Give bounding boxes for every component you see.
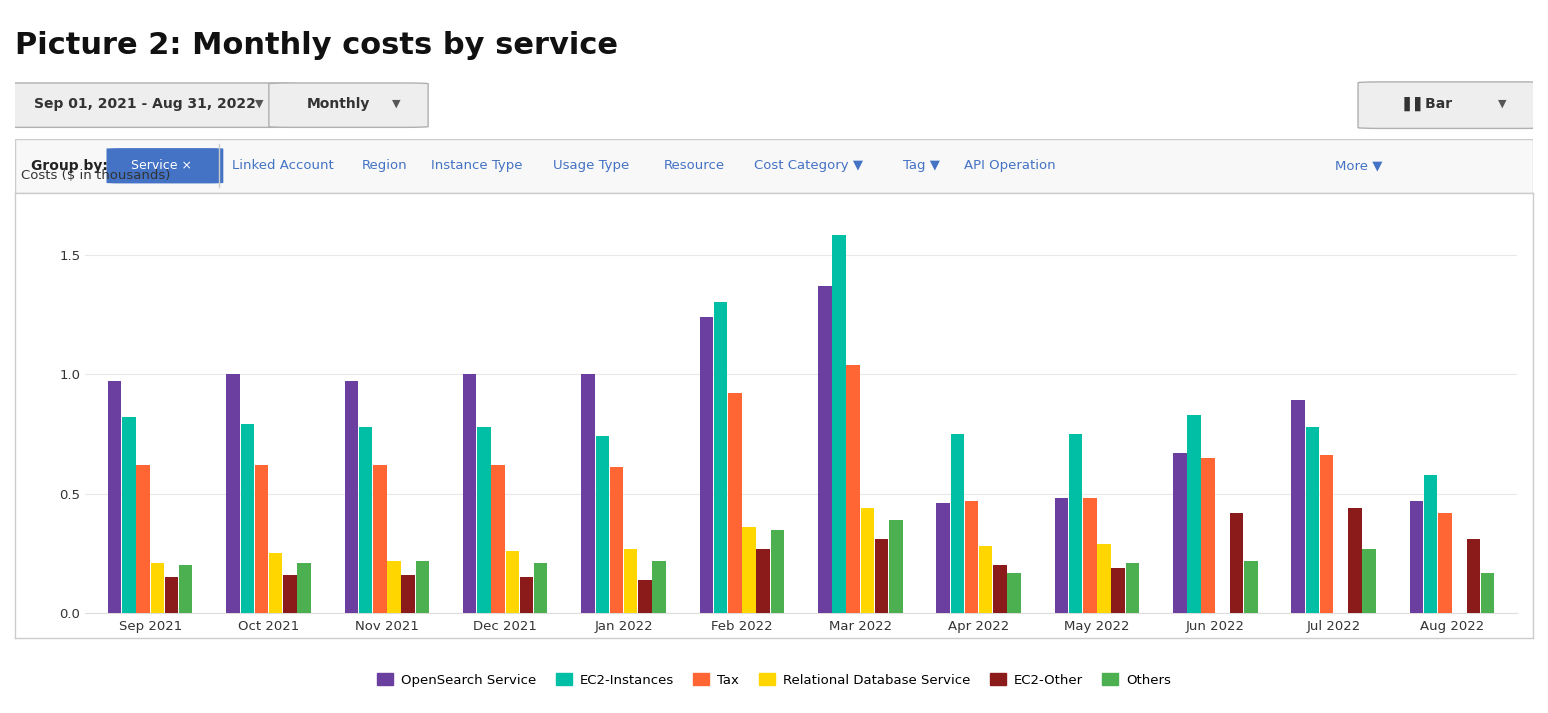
Bar [297,563,311,613]
Bar [847,364,859,613]
Bar [700,317,714,613]
Bar [728,394,741,613]
Bar [950,434,964,613]
Text: ▼: ▼ [392,99,401,109]
Bar [937,503,950,613]
Bar [240,424,254,613]
Bar [889,520,902,613]
Text: Usage Type: Usage Type [553,159,628,173]
Bar [1125,563,1139,613]
Bar [817,286,831,613]
Bar [638,580,652,613]
Bar [1305,426,1319,613]
Text: Monthly: Monthly [307,97,370,111]
Bar [136,465,150,613]
Text: Resource: Resource [663,159,724,173]
Text: Service ×: Service × [130,159,192,173]
Bar [771,530,785,613]
Bar [180,565,192,613]
Bar [714,302,728,613]
Bar [743,527,755,613]
Bar [994,565,1006,613]
Bar [1424,475,1438,613]
Text: Instance Type: Instance Type [432,159,523,173]
Bar [345,381,358,613]
Bar [1111,568,1125,613]
Bar [534,563,548,613]
Bar [1466,539,1480,613]
Bar [1481,573,1494,613]
Bar [359,426,373,613]
Bar [610,467,624,613]
Bar [108,381,121,613]
Bar [463,374,477,613]
FancyBboxPatch shape [15,139,1533,193]
Bar [1410,501,1423,613]
Bar [1362,548,1376,613]
Bar [269,553,282,613]
Bar [164,578,178,613]
Text: Cost Category ▼: Cost Category ▼ [754,159,864,173]
Bar [875,539,889,613]
Bar [1098,544,1111,613]
Bar [520,578,534,613]
Bar [477,426,491,613]
Bar [1054,498,1068,613]
FancyBboxPatch shape [1358,82,1543,128]
Bar [401,575,415,613]
Text: Picture 2: Monthly costs by service: Picture 2: Monthly costs by service [15,31,619,61]
Bar [861,508,875,613]
Bar [1348,508,1362,613]
Text: Sep 01, 2021 - Aug 31, 2022: Sep 01, 2021 - Aug 31, 2022 [34,97,255,111]
Bar [582,374,594,613]
Bar [1173,453,1186,613]
FancyBboxPatch shape [269,83,429,128]
Bar [1291,401,1305,613]
Text: ▼: ▼ [1497,99,1506,109]
Text: ▼: ▼ [255,99,263,109]
Bar [387,560,401,613]
Bar [596,436,608,613]
Bar [978,546,992,613]
Bar [1068,434,1082,613]
Bar [757,548,769,613]
Bar [226,374,240,613]
Bar [1229,513,1243,613]
Bar [652,560,666,613]
Bar [624,548,638,613]
Text: ▐▐ Bar: ▐▐ Bar [1399,97,1452,111]
FancyBboxPatch shape [0,83,296,128]
Bar [506,551,519,613]
FancyBboxPatch shape [107,148,223,183]
Text: Region: Region [361,159,407,173]
Bar [416,560,429,613]
Text: Tag ▼: Tag ▼ [902,159,940,173]
Bar [283,575,297,613]
Legend: OpenSearch Service, EC2-Instances, Tax, Relational Database Service, EC2-Other, : OpenSearch Service, EC2-Instances, Tax, … [372,668,1176,692]
Bar [150,563,164,613]
Bar [1008,573,1020,613]
Bar [964,501,978,613]
Text: Group by:: Group by: [31,159,107,173]
Bar [833,235,845,613]
Bar [1438,513,1452,613]
Bar [373,465,387,613]
Text: More ▼: More ▼ [1336,159,1382,173]
Text: Linked Account: Linked Account [232,159,334,173]
Bar [1320,456,1333,613]
Text: Costs ($ in thousands): Costs ($ in thousands) [20,170,170,183]
Text: API Operation: API Operation [963,159,1056,173]
Bar [491,465,505,613]
Bar [1245,560,1257,613]
Bar [122,417,136,613]
Bar [1187,415,1201,613]
Bar [255,465,268,613]
Bar [1201,458,1215,613]
Bar [1084,498,1096,613]
